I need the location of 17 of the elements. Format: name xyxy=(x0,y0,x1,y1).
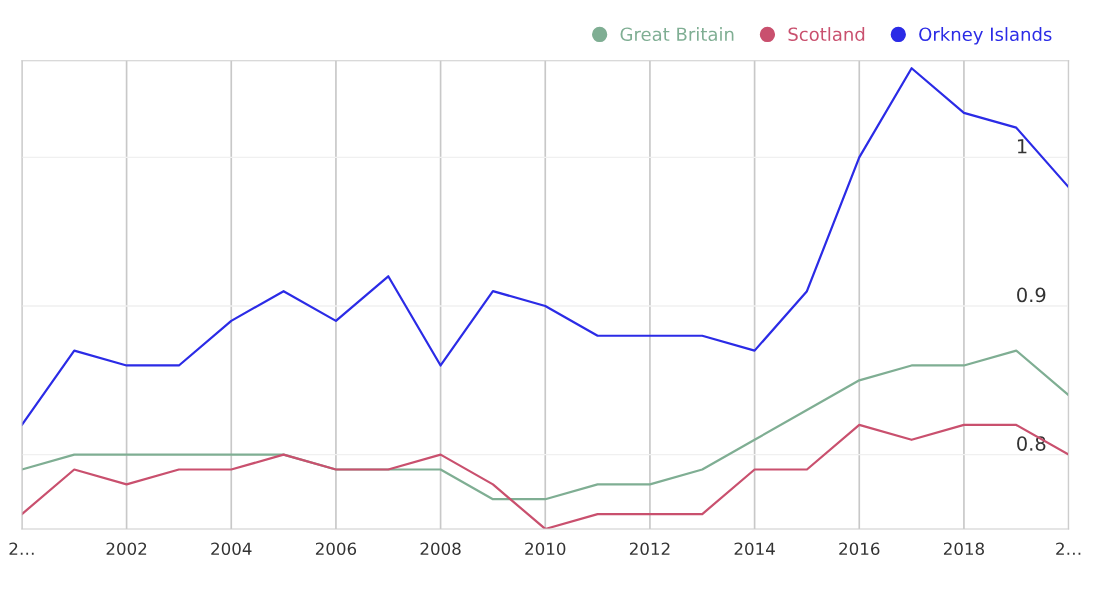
x-tick-label: 2… xyxy=(9,542,34,555)
x-tick-label: 2010 xyxy=(525,542,566,556)
x-tick-label: 2018 xyxy=(943,542,984,556)
legend-label: Scotland xyxy=(788,27,865,42)
x-tick-label: 2008 xyxy=(420,542,461,556)
x-tick-label: 2002 xyxy=(106,542,147,556)
y-tick-label: 0.8 xyxy=(1017,436,1046,451)
x-tick-label: 2006 xyxy=(315,542,357,556)
x-tick-label: 2012 xyxy=(629,542,670,556)
x-tick-label: 2… xyxy=(1056,542,1081,555)
x-tick-label: 2004 xyxy=(211,542,252,556)
legend-label: Orkney Islands xyxy=(919,27,1052,45)
x-tick-label: 2014 xyxy=(734,542,775,556)
y-tick-label: 1 xyxy=(1017,139,1027,154)
x-tick-label: 2016 xyxy=(839,542,880,556)
y-tick-label: 0.9 xyxy=(1017,287,1046,303)
legend-label: Great Britain xyxy=(620,27,734,42)
